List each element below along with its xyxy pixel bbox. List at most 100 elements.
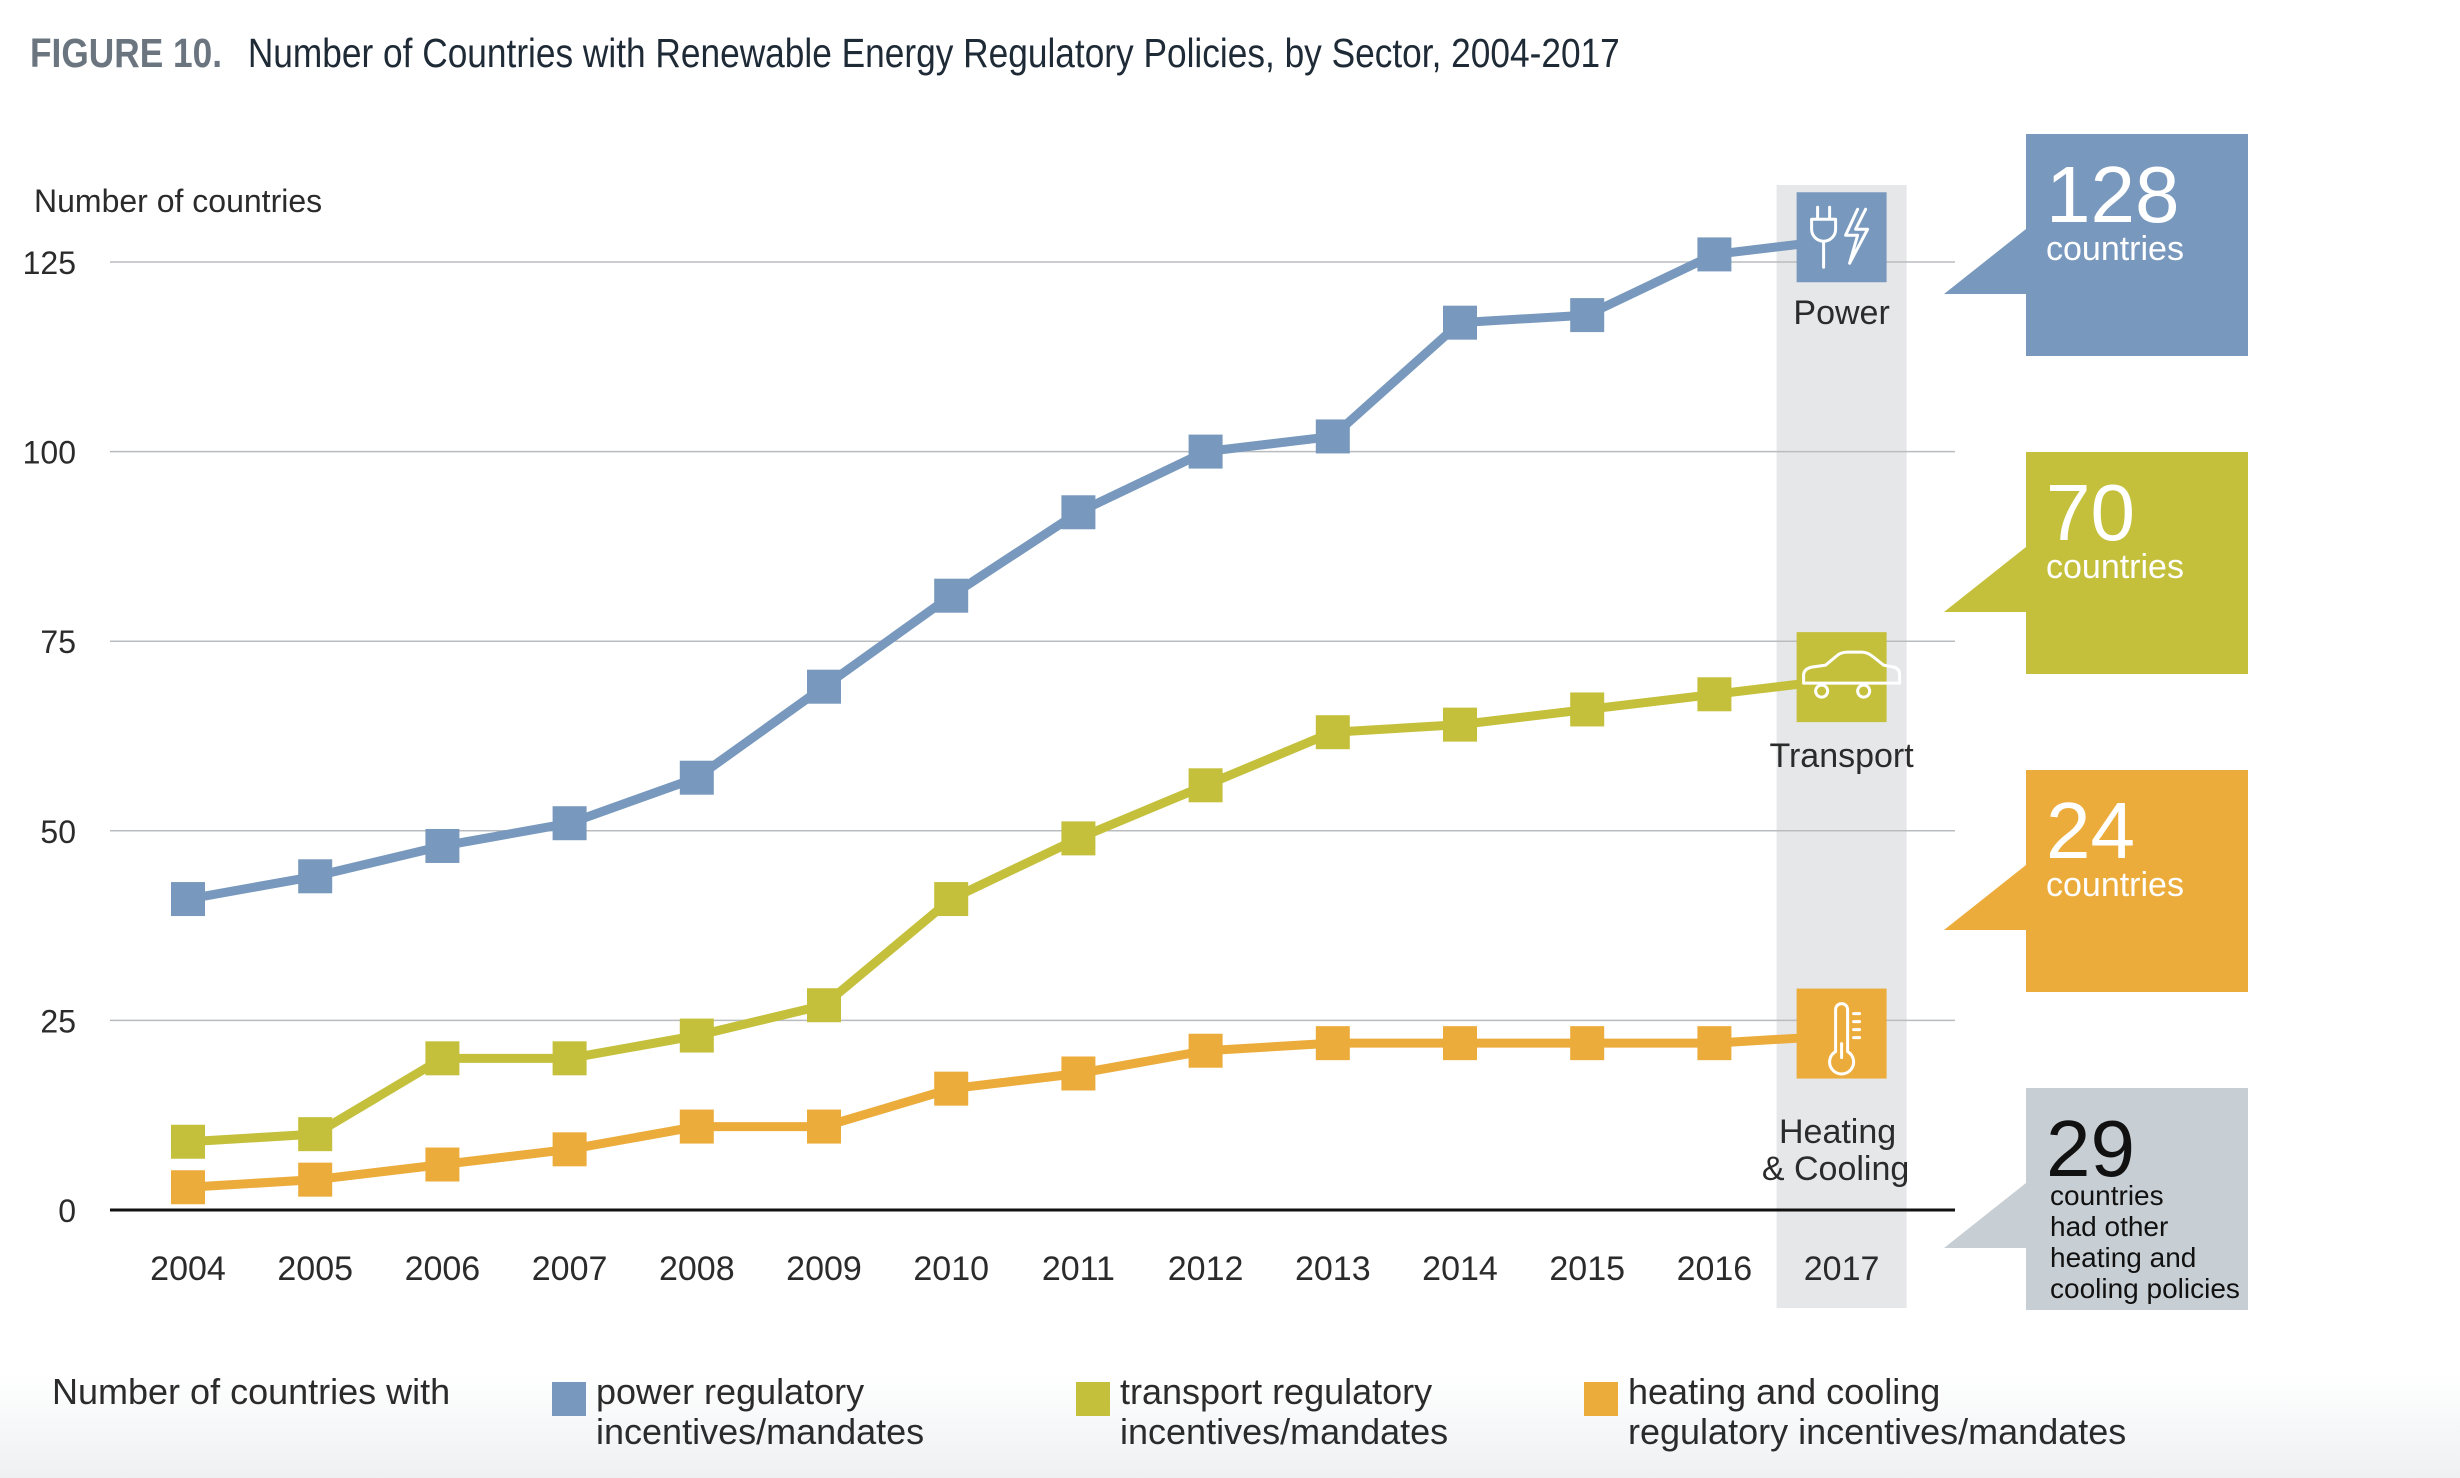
x-tick-label: 2016 xyxy=(1677,1250,1753,1288)
x-tick-label: 2013 xyxy=(1295,1250,1371,1288)
series-line-power xyxy=(187,234,1843,904)
legend-transport-line2: incentives/mandates xyxy=(1120,1411,1449,1452)
data-point-heating xyxy=(552,1132,587,1167)
callout-number-heating: 24 xyxy=(2046,786,2135,875)
callout-pointer-other xyxy=(1944,1183,2026,1248)
data-point-power xyxy=(679,760,714,795)
data-point-heating xyxy=(298,1162,333,1197)
data-point-transport xyxy=(679,1018,714,1053)
data-point-power xyxy=(1697,237,1732,272)
callout-pointer-transport xyxy=(1944,547,2026,612)
series-line-heating xyxy=(187,1031,1842,1192)
x-tick-label: 2014 xyxy=(1422,1250,1498,1288)
data-point-power xyxy=(298,859,333,894)
sector-label-heating-1: Heating xyxy=(1779,1113,1896,1151)
x-tick-label: 2011 xyxy=(1042,1250,1115,1288)
x-tick-label: 2010 xyxy=(913,1250,989,1288)
legend-intro: Number of countries with xyxy=(52,1371,451,1412)
data-point-transport xyxy=(425,1041,460,1076)
data-point-power xyxy=(1188,434,1223,469)
data-point-power xyxy=(1061,495,1096,530)
data-point-heating xyxy=(171,1170,205,1205)
callout-pointer-heating xyxy=(1944,865,2026,930)
y-tick-label: 125 xyxy=(23,245,76,281)
car-icon xyxy=(1796,632,1902,723)
data-point-heating xyxy=(425,1147,460,1182)
callout-number-transport: 70 xyxy=(2046,468,2135,557)
data-point-transport xyxy=(171,1124,205,1159)
x-tick-label: 2005 xyxy=(277,1250,353,1288)
data-point-transport xyxy=(1570,692,1605,727)
data-point-heating xyxy=(1570,1026,1605,1061)
figure-label: FIGURE 10. xyxy=(30,30,223,76)
y-tick-label: 25 xyxy=(40,1003,76,1039)
callout-number-other: 29 xyxy=(2046,1104,2135,1193)
data-point-transport xyxy=(1315,715,1350,750)
legend-heating-line2: regulatory incentives/mandates xyxy=(1628,1411,2127,1452)
callout-text-other: had other xyxy=(2050,1211,2168,1242)
thermometer-icon xyxy=(1796,988,1887,1079)
callout-box-heating xyxy=(2026,770,2248,992)
y-axis-label: Number of countries xyxy=(34,183,322,219)
callout-text-other: countries xyxy=(2050,1180,2164,1211)
data-point-heating xyxy=(679,1109,714,1144)
data-point-heating xyxy=(1443,1026,1477,1061)
highlight-band-2017 xyxy=(1776,185,1907,1308)
callout-box-other xyxy=(2026,1088,2248,1310)
line-chart: Number of countries 0 25 50 75 100 125 2004 2005… xyxy=(23,134,2248,1310)
data-point-transport xyxy=(1061,821,1096,856)
callout-text-other: heating and xyxy=(2050,1242,2196,1273)
sector-label-transport: Transport xyxy=(1769,737,1914,775)
y-tick-label: 50 xyxy=(40,814,76,850)
x-tick-label: 2009 xyxy=(786,1250,862,1288)
legend-power-line2: incentives/mandates xyxy=(596,1411,925,1452)
plug-lightning-icon xyxy=(1796,192,1887,283)
callout-pointer-power xyxy=(1944,229,2026,294)
data-point-power xyxy=(1570,298,1605,333)
callout-box-power xyxy=(2026,134,2248,356)
data-point-transport xyxy=(552,1041,587,1076)
data-point-power xyxy=(1315,419,1350,454)
x-tick-label: 2017 xyxy=(1804,1250,1880,1288)
data-point-heating xyxy=(1061,1056,1096,1091)
data-point-power xyxy=(171,882,205,917)
data-point-transport xyxy=(1443,707,1477,742)
data-point-power xyxy=(425,828,460,863)
y-tick-label: 0 xyxy=(58,1193,76,1229)
legend-swatch-transport xyxy=(1076,1382,1110,1416)
figure-title-text: Number of Countries with Renewable Energ… xyxy=(247,30,1620,76)
data-point-heating xyxy=(1188,1033,1223,1068)
x-tick-label: 2008 xyxy=(659,1250,735,1288)
x-tick-label: 2007 xyxy=(532,1250,608,1288)
legend-swatch-heating xyxy=(1584,1382,1618,1416)
data-point-power xyxy=(552,806,587,841)
x-tick-label: 2012 xyxy=(1168,1250,1244,1288)
series-line-transport xyxy=(187,674,1843,1147)
sector-label-heating-2: & Cooling xyxy=(1762,1150,1909,1188)
callout-text-transport: countries xyxy=(2046,548,2184,586)
data-point-heating xyxy=(1697,1026,1732,1061)
y-tick-label: 75 xyxy=(40,624,76,660)
x-tick-label: 2004 xyxy=(150,1250,226,1288)
data-point-heating xyxy=(1315,1026,1350,1061)
figure-title: FIGURE 10. Number of Countries with Renew… xyxy=(30,30,1620,77)
y-tick-label: 100 xyxy=(23,435,76,471)
sector-label-power: Power xyxy=(1793,294,1889,332)
data-point-heating xyxy=(807,1109,841,1144)
callout-box-transport xyxy=(2026,452,2248,674)
data-point-transport xyxy=(1188,768,1223,803)
callout-text-heating: countries xyxy=(2046,866,2184,904)
data-point-transport xyxy=(1697,677,1732,712)
callout-text-power: countries xyxy=(2046,230,2184,268)
legend-power-line1: power regulatory xyxy=(596,1371,865,1412)
legend-swatch-power xyxy=(552,1382,586,1416)
callout-text-other: cooling policies xyxy=(2050,1273,2240,1304)
data-point-transport xyxy=(807,988,841,1023)
data-point-transport xyxy=(298,1117,333,1152)
legend-transport-line1: transport regulatory xyxy=(1120,1371,1433,1412)
x-tick-label: 2015 xyxy=(1549,1250,1625,1288)
data-point-heating xyxy=(934,1071,969,1106)
data-point-power xyxy=(934,578,969,613)
data-point-transport xyxy=(934,882,969,917)
data-point-power xyxy=(807,669,841,704)
